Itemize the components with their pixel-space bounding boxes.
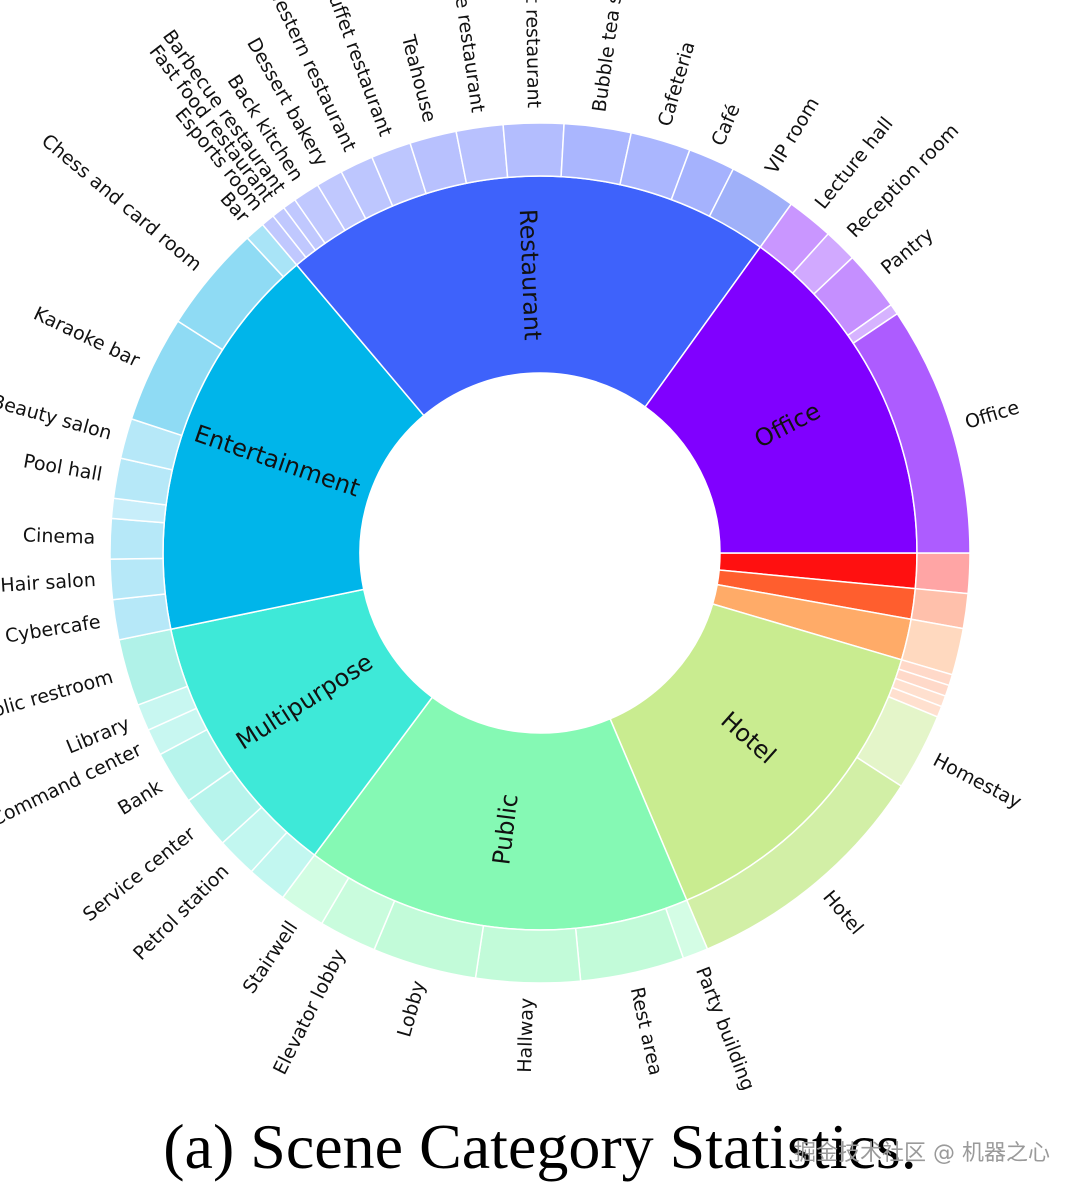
subcategory-label-bank: Bank (114, 776, 166, 820)
subcategory-label-chess-and-card-room: Chess and card room (37, 130, 206, 276)
subcategory-label-hot-pot-restaurant: Hot pot restaurant (520, 0, 545, 108)
subcategory-arc-cinema (109, 517, 166, 560)
subcategory-label-bubble-tea-shop: Bubble tea shop (588, 0, 631, 113)
subcategory-label-elevator-lobby: Elevator lobby (269, 946, 350, 1078)
subcategory-arc-hallway (474, 924, 582, 984)
watermark: 掘金技术社区 @ 机器之心 (794, 1141, 1050, 1166)
subcategory-label-chinese-restaurant: Chinese restaurant (441, 0, 488, 114)
subcategory-label-stairwell: Stairwell (239, 917, 303, 997)
subcategory-label-hair-salon: Hair salon (0, 569, 96, 597)
subcategory-label-pool-hall: Pool hall (22, 450, 104, 486)
subcategory-arc-hot-pot-restaurant (502, 122, 565, 179)
subcategory-label-cafeteria: Cafeteria (654, 39, 700, 129)
subcategory-label-cinema: Cinema (22, 524, 95, 548)
subcategory-label-pantry: Pantry (877, 224, 938, 280)
subcategory-label-hotel: Hotel (818, 886, 867, 939)
category-label-restaurant: Restaurant (514, 208, 547, 340)
subcategory-label-party-building-room: Party building room (691, 964, 779, 1090)
subcategory-label-rest-area: Rest area (626, 985, 667, 1077)
subcategory-label-beauty-salon: Beauty salon (0, 390, 114, 444)
subcategory-label-hallway: Hallway (514, 998, 538, 1074)
subcategory-arc-bubble-tea-shop (560, 122, 633, 186)
figure-caption: (a) Scene Category Statistics. (163, 1111, 917, 1182)
subcategory-label-cybercafe: Cybercafe (4, 611, 102, 648)
subcategory-arc-minor (914, 552, 971, 595)
subcategory-label-lobby: Lobby (393, 978, 430, 1039)
subcategory-label-office: Office (962, 396, 1021, 433)
subcategory-label-karaoke-bar: Karaoke bar (30, 303, 143, 372)
subcategory-label-vip-room: VIP room (761, 94, 824, 178)
subcategory-label-teahouse: Teahouse (397, 32, 441, 125)
subcategory-label-homestay: Homestay (929, 749, 1025, 813)
subcategory-arc-hair-salon (109, 557, 167, 601)
subcategory-arc-office (852, 312, 971, 554)
subcategory-label-caf: Café (707, 101, 744, 149)
subcategory-label-public-restroom: Public restroom (0, 666, 116, 728)
